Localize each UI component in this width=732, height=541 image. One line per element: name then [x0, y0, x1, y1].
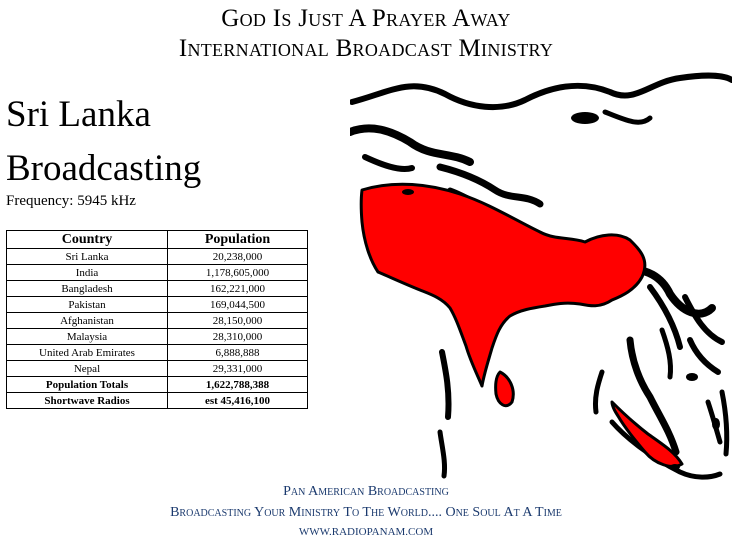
table-row: Pakistan 169,044,500: [6, 296, 308, 313]
totals-row: Population Totals 1,622,788,388: [6, 376, 308, 393]
totals-value-cell: est 45,416,100: [167, 392, 308, 409]
population-cell: 162,221,000: [167, 280, 308, 297]
population-cell: 6,888,888: [167, 344, 308, 361]
table-row: Nepal 29,331,000: [6, 360, 308, 377]
page-footer: Pan American Broadcasting Broadcasting Y…: [0, 481, 732, 541]
country-cell: Malaysia: [6, 328, 168, 345]
table-body: Sri Lanka 20,238,000 India 1,178,605,000 Ban…: [6, 248, 308, 409]
header-ministry-name: International Broadcast Ministry: [178, 35, 554, 62]
footer-slogan: Broadcasting Your Ministry To The World.…: [170, 505, 562, 520]
population-cell: 1,178,605,000: [167, 264, 308, 281]
country-cell: Sri Lanka: [6, 248, 168, 265]
table-row: India 1,178,605,000: [6, 264, 308, 281]
totals-label-cell: Shortwave Radios: [6, 392, 168, 409]
totals-row: Shortwave Radios est 45,416,100: [6, 392, 308, 409]
table-row: Sri Lanka 20,238,000: [6, 248, 308, 265]
totals-value-cell: 1,622,788,388: [167, 376, 308, 393]
footer-website-link[interactable]: WWW.RADIOPANAM.COM: [298, 526, 434, 538]
page-title: Sri Lanka Broadcasting: [6, 88, 201, 196]
footer-organization: Pan American Broadcasting: [283, 484, 449, 499]
totals-label-cell: Population Totals: [6, 376, 168, 393]
population-table: Country Population Sri Lanka 20,238,000 In…: [6, 230, 308, 409]
frequency-label: Frequency: 5945 kHz: [6, 193, 136, 209]
country-cell: Pakistan: [6, 296, 168, 313]
table-header-row: Country Population: [6, 230, 308, 249]
country-cell: Nepal: [6, 360, 168, 377]
column-header-population: Population: [167, 230, 308, 249]
table-row: Afghanistan 28,150,000: [6, 312, 308, 329]
title-broadcasting: Broadcasting: [6, 148, 202, 189]
south-asia-map: [350, 72, 732, 480]
population-cell: 169,044,500: [167, 296, 308, 313]
title-country: Sri Lanka: [6, 94, 151, 135]
column-header-country: Country: [6, 230, 168, 249]
table-row: Bangladesh 162,221,000: [6, 280, 308, 297]
country-cell: India: [6, 264, 168, 281]
population-cell: 28,310,000: [167, 328, 308, 345]
population-cell: 20,238,000: [167, 248, 308, 265]
highlighted-broadcast-region: [359, 182, 684, 468]
table-row: United Arab Emirates 6,888,888: [6, 344, 308, 361]
header-tagline: God Is Just A Prayer Away: [221, 5, 511, 32]
country-cell: Afghanistan: [6, 312, 168, 329]
country-cell: Bangladesh: [6, 280, 168, 297]
map-islands: [402, 112, 720, 470]
population-cell: 29,331,000: [167, 360, 308, 377]
country-cell: United Arab Emirates: [6, 344, 168, 361]
table-row: Malaysia 28,310,000: [6, 328, 308, 345]
population-cell: 28,150,000: [167, 312, 308, 329]
page-header: God Is Just A Prayer Away International …: [0, 4, 732, 64]
